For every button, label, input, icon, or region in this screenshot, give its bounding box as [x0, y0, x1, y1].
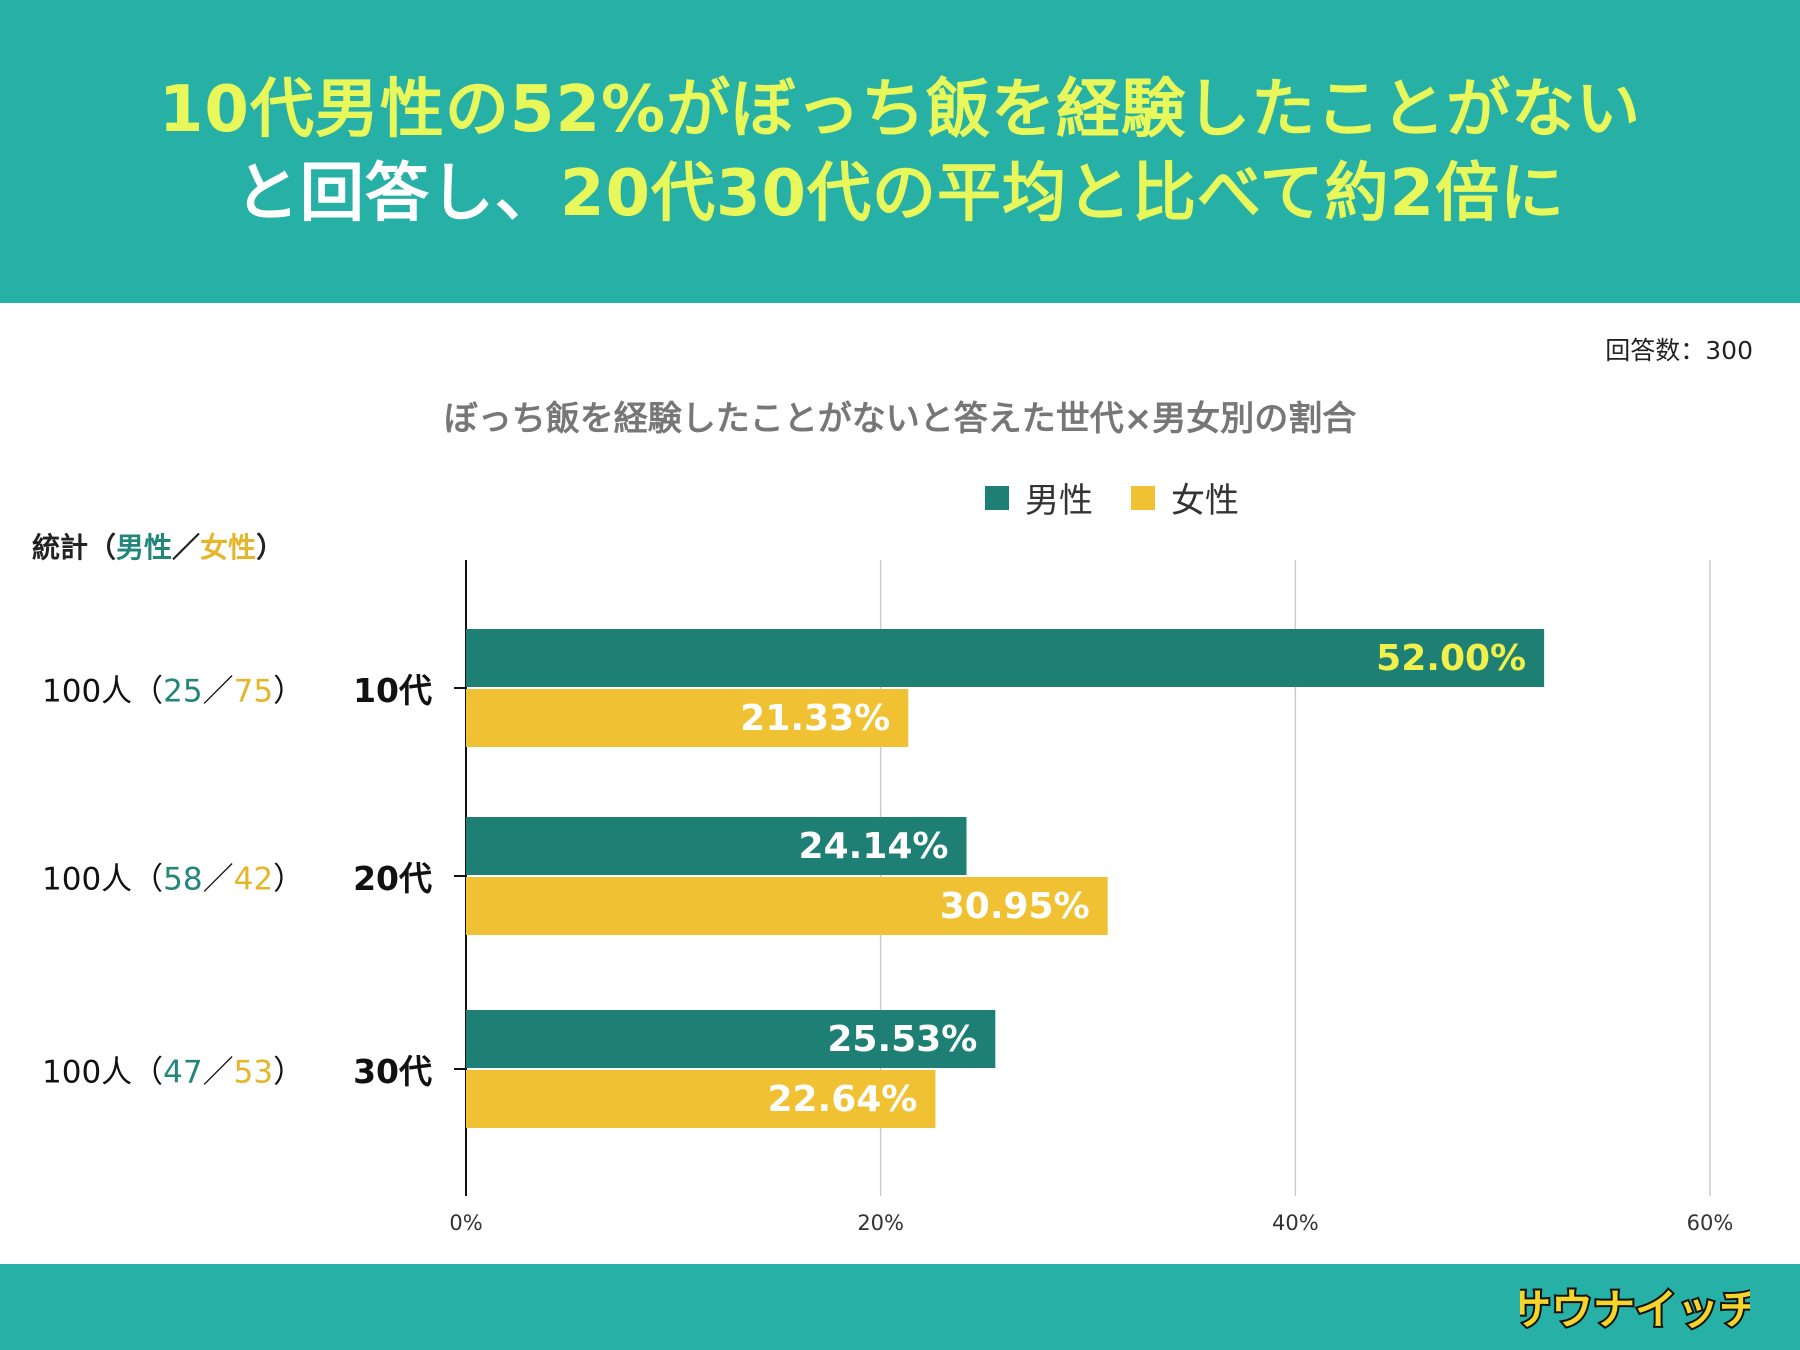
headline-line-2-yellow: 20代30代の平均と比べて約2倍に — [559, 156, 1566, 231]
stats-male-count: 58 — [163, 861, 203, 898]
headline-line-1-text: 10代男性の52%がぼっち飯を経験したことがない — [158, 72, 1642, 147]
legend-swatch-female — [1131, 485, 1155, 510]
headline-line-2: と回答し、20代30代の平均と比べて約2倍に — [235, 152, 1565, 236]
stats-close: ） — [273, 861, 305, 898]
stats-female-count: 53 — [233, 1054, 274, 1091]
brand-logo: サウナイッチ — [1520, 1283, 1750, 1336]
stats-total: 100人（ — [42, 1054, 164, 1091]
headline-line-2-white: と回答し、 — [234, 156, 560, 231]
category-label-10s: 10代 — [353, 671, 432, 710]
stats-female-count: 75 — [233, 673, 274, 710]
brand-logo-text: サウナイッチ — [1520, 1285, 1750, 1334]
category-label-20s: 20代 — [353, 859, 432, 898]
data-label: 30.95% — [940, 886, 1090, 927]
headline-banner: 10代男性の52%がぼっち飯を経験したことがない と回答し、20代30代の平均と… — [0, 0, 1800, 303]
bar-male — [466, 817, 967, 875]
headline-line-1: 10代男性の52%がぼっち飯を経験したことがない — [159, 68, 1641, 152]
x-tick-label: 40% — [1272, 1211, 1319, 1235]
legend-swatch-male — [985, 485, 1009, 510]
bar-female — [466, 689, 909, 747]
stats-header-prefix: 統計（ — [32, 531, 117, 564]
stats-header-male: 男性 — [116, 531, 173, 564]
x-tick-label: 0% — [449, 1211, 482, 1235]
x-tick-label: 20% — [857, 1211, 904, 1235]
stats-sep: ／ — [202, 861, 234, 898]
category-label-30s: 30代 — [353, 1052, 432, 1091]
data-label: 22.64% — [767, 1079, 917, 1120]
stats-male-count: 47 — [163, 1054, 203, 1091]
data-label: 24.14% — [799, 826, 949, 867]
x-tick-label: 60% — [1687, 1211, 1734, 1235]
bar-male — [466, 629, 1545, 687]
stats-row-30s: 100人（47／53） — [42, 1047, 304, 1092]
legend-item-male: 男性 — [985, 473, 1093, 522]
stats-close: ） — [273, 673, 305, 710]
data-label: 25.53% — [827, 1019, 977, 1060]
stats-close: ） — [273, 1054, 305, 1091]
stats-row-20s: 100人（58／42） — [42, 854, 304, 899]
chart-title: ぼっち飯を経験したことがないと答えた世代×男女別の割合 — [443, 399, 1357, 439]
bar-chart: 0% 20% 40% 60% 52.00% 21.33% 24.14% 30.95% 25.53… — [449, 560, 1734, 1235]
bar-female — [466, 1070, 936, 1128]
stats-total: 100人（ — [42, 673, 164, 710]
stats-sep: ／ — [202, 1054, 234, 1091]
stats-header-sep: ／ — [172, 531, 201, 564]
legend-item-female: 女性 — [1131, 473, 1239, 522]
stats-total: 100人（ — [42, 861, 164, 898]
data-label: 21.33% — [740, 698, 890, 739]
chart-panel: 回答数：300 ぼっち飯を経験したことがないと答えた世代×男女別の割合 男性 女… — [0, 303, 1800, 1264]
stats-sep: ／ — [202, 673, 234, 710]
data-label: 52.00% — [1376, 638, 1526, 679]
footer-bar: サウナイッチ — [0, 1264, 1800, 1350]
legend-label-male: 男性 — [1025, 481, 1093, 521]
legend-label-female: 女性 — [1171, 481, 1239, 521]
stats-header-suffix: ） — [256, 531, 285, 564]
bar-female — [466, 877, 1108, 935]
stats-male-count: 25 — [163, 673, 203, 710]
stats-female-count: 42 — [233, 861, 274, 898]
bar-male — [466, 1010, 996, 1068]
stats-header: 統計（男性／女性） — [32, 526, 284, 566]
stats-row-10s: 100人（25／75） — [42, 666, 304, 711]
chart-legend: 男性 女性 — [985, 473, 1277, 522]
response-count: 回答数：300 — [1605, 336, 1753, 365]
stats-header-female: 女性 — [200, 531, 257, 564]
